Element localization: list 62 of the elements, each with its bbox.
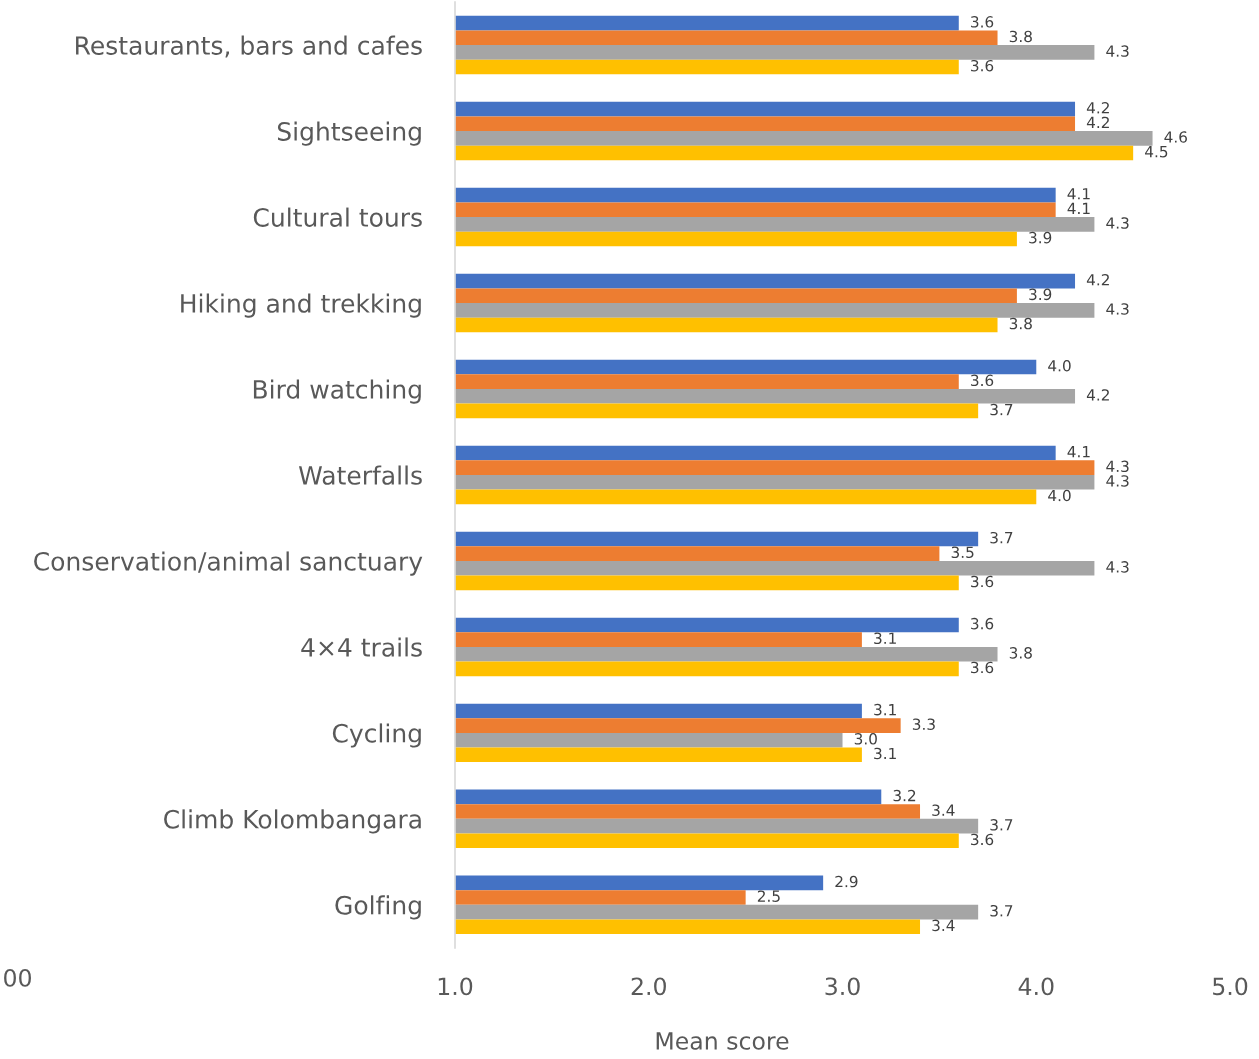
data-label: 3.7 [990, 905, 1013, 917]
y-tick-label: Conservation/animal sanctuary [34, 551, 423, 576]
data-label: 3.6 [971, 16, 994, 28]
data-label: 3.8 [1009, 647, 1032, 659]
data-label: 3.6 [971, 59, 994, 72]
y-tick-label: 4×4 trails [301, 637, 422, 657]
x-tick-label: 5.0 [1213, 977, 1248, 996]
data-label: 3.4 [932, 919, 955, 932]
data-label: 3.5 [951, 546, 974, 559]
data-label: 4.0 [1048, 489, 1071, 502]
y-tick-label: Cultural tours [253, 207, 422, 227]
data-label: 3.6 [971, 374, 994, 387]
data-label: 4.0 [1048, 359, 1071, 372]
data-label: 4.3 [1106, 303, 1129, 315]
x-tick-label: 4.0 [1018, 977, 1054, 996]
data-label: 3.1 [874, 747, 896, 760]
data-label: 4.2 [1086, 116, 1109, 128]
y-tick-label: Golfing [335, 895, 421, 920]
data-label: 3.8 [1009, 317, 1032, 330]
data-label: 3.7 [990, 819, 1013, 831]
y-tick-label: Waterfalls [298, 465, 422, 485]
data-label: 4.3 [1106, 561, 1129, 573]
data-label: 4.3 [1106, 45, 1129, 57]
y-tick-label: Hiking and trekking [181, 293, 421, 318]
data-label: 4.3 [1106, 460, 1129, 473]
x-axis-title: Mean score [656, 1032, 789, 1050]
data-label: 3.6 [971, 661, 994, 674]
data-label: 4.3 [1106, 475, 1129, 487]
y-tick-label: Climb Kolombangara [164, 809, 421, 834]
data-label: 4.2 [1086, 389, 1109, 401]
data-label: 3.3 [912, 718, 935, 730]
data-label: 4.2 [1086, 273, 1109, 286]
y-tick-label: Restaurants, bars and cafes [76, 35, 422, 58]
data-label: 3.9 [1029, 288, 1052, 301]
text: 00 [4, 968, 31, 987]
data-label: 3.2 [893, 789, 916, 802]
data-label: 4.2 [1086, 102, 1109, 114]
data-label: 4.5 [1145, 146, 1168, 158]
data-label: 3.6 [971, 833, 994, 846]
data-label: 4.1 [1067, 202, 1090, 214]
data-label: 3.6 [971, 575, 994, 588]
data-label: 3.7 [990, 403, 1013, 416]
data-label: 3.6 [971, 617, 994, 630]
y-tick-label: Bird watching [253, 379, 421, 404]
data-label: 2.9 [835, 875, 858, 888]
data-label: 4.1 [1067, 188, 1090, 200]
x-tick-label: 1.0 [438, 977, 473, 996]
y-tick-label: Cycling [332, 723, 421, 748]
y-tick-label: Sightseeing [277, 121, 421, 146]
data-label: 3.0 [854, 733, 877, 745]
x-tick-label: 3.0 [825, 977, 860, 996]
data-label: 4.6 [1164, 131, 1187, 143]
data-label: 2.5 [757, 890, 780, 902]
data-label: 3.1 [874, 632, 896, 645]
data-label: 3.8 [1009, 30, 1032, 43]
data-label: 4.3 [1106, 217, 1129, 229]
data-label: 3.7 [990, 531, 1013, 544]
data-label: 4.1 [1067, 446, 1090, 458]
data-label: 3.4 [932, 804, 955, 816]
data-label: 3.1 [874, 703, 896, 716]
data-label: 3.9 [1029, 231, 1052, 244]
x-tick-label: 2.0 [631, 977, 666, 996]
